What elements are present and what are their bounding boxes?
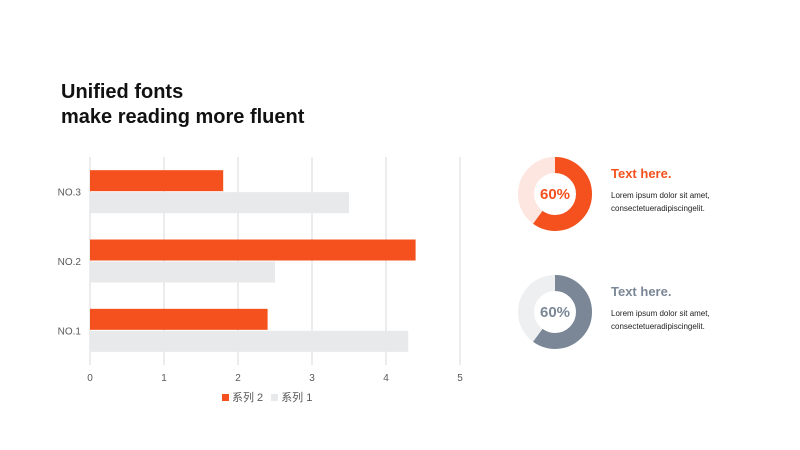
stat-heading-2: Text here.: [611, 284, 672, 299]
bar-series-1-no3: [90, 192, 349, 214]
stat-percent-1: 60%: [539, 185, 571, 203]
donut-ring-2: [518, 275, 592, 349]
title-line-1: Unified fonts: [61, 81, 184, 103]
legend-item-series-2: 系列 2: [222, 389, 263, 405]
stat-card-2: 60% Text here. Lorem ipsum dolor sit ame…: [517, 274, 787, 354]
stat-heading-1: Text here.: [611, 166, 672, 181]
stat-body-2-line-1: Lorem ipsum dolor sit amet,: [611, 309, 710, 318]
x-tick-label-5: 5: [457, 373, 463, 384]
stat-body-1: Lorem ipsum dolor sit amet, consectetuer…: [611, 189, 781, 215]
stat-body-1-line-2: consectetueradipiscingelit.: [611, 204, 705, 213]
x-tick-label-0: 0: [87, 373, 93, 384]
bar-series-1-no1: [90, 330, 409, 352]
stat-percent-2: 60%: [539, 303, 571, 321]
title-line-2: make reading more fluent: [61, 106, 305, 128]
chart-legend: 系列 2 系列 1: [222, 389, 312, 405]
donut-arc-2: [518, 275, 592, 349]
x-tick-label-1: 1: [161, 373, 167, 384]
legend-swatch-series-1: [271, 393, 279, 401]
x-tick-label-2: 2: [235, 373, 241, 384]
bar-series-1-no2: [90, 261, 275, 283]
donut-ring-1: [518, 157, 592, 231]
stat-card-1: 60% Text here. Lorem ipsum dolor sit ame…: [517, 156, 787, 236]
legend-item-series-1: 系列 1: [271, 389, 312, 405]
x-tick-label-4: 4: [383, 373, 389, 384]
bar-series-2-no1: [90, 308, 268, 330]
x-tick-label-3: 3: [309, 373, 315, 384]
legend-label-series-1: 系列 1: [281, 392, 313, 404]
stat-body-2-line-2: consectetueradipiscingelit.: [611, 322, 705, 331]
y-category-label-no2: NO.2: [58, 257, 82, 268]
stat-body-2: Lorem ipsum dolor sit amet, consectetuer…: [611, 307, 781, 333]
page-title: Unified fonts make reading more fluent: [61, 80, 304, 130]
legend-swatch-series-2: [222, 393, 229, 401]
y-category-label-no1: NO.1: [58, 326, 82, 337]
stat-body-1-line-1: Lorem ipsum dolor sit amet,: [611, 191, 710, 200]
bar-series-2-no2: [90, 239, 416, 261]
donut-arc-1: [518, 157, 592, 231]
legend-label-series-2: 系列 2: [232, 392, 264, 404]
bar-series-2-no3: [90, 170, 224, 192]
y-category-label-no3: NO.3: [58, 188, 82, 199]
